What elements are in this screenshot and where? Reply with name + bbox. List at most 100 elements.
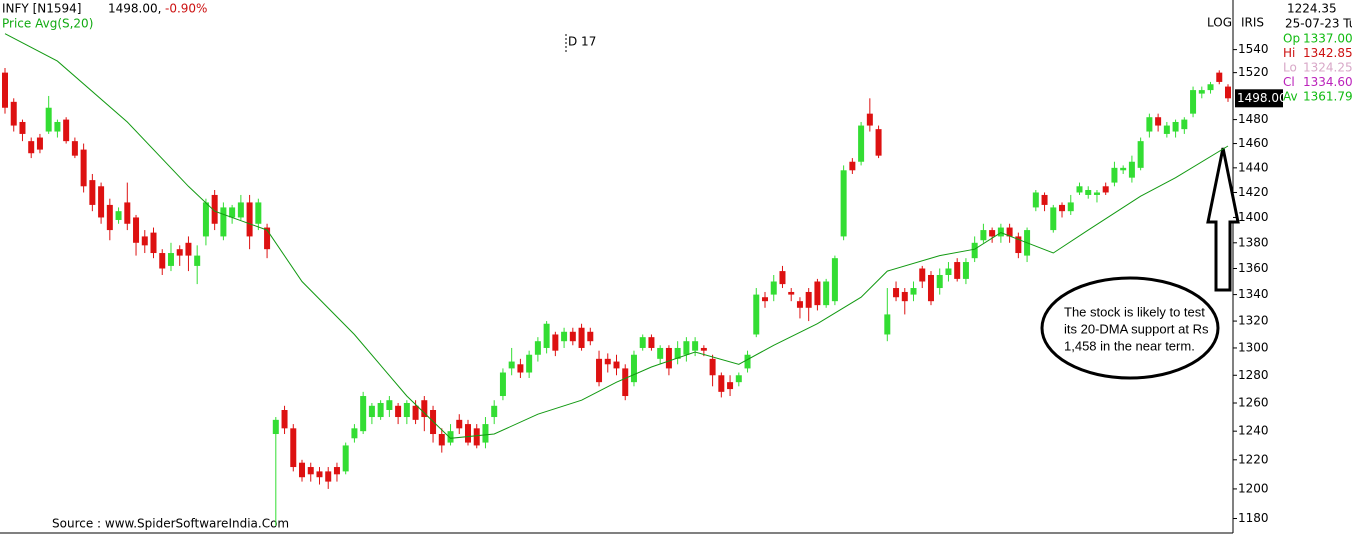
info-label: Hi — [1283, 46, 1295, 60]
candle-body — [395, 405, 402, 418]
candle-body — [1207, 84, 1214, 91]
candle-body — [28, 141, 35, 154]
candle-body — [1198, 90, 1205, 94]
candle-body — [89, 180, 96, 205]
y-tick-label: 1420 — [1238, 185, 1269, 199]
candle-body — [552, 334, 559, 351]
candle-body — [989, 230, 996, 237]
candle-body — [1172, 121, 1179, 132]
moving-average — [4, 33, 1229, 439]
candle-body — [517, 364, 524, 373]
indicator-name[interactable]: IRIS — [1241, 16, 1264, 30]
candle-body — [211, 194, 218, 224]
candle-body — [264, 227, 271, 250]
scale-mode[interactable]: LOG — [1207, 16, 1232, 30]
y-tick-label: 1280 — [1238, 368, 1269, 382]
candle-body — [692, 341, 699, 351]
annotation-line: 1,458 in the near term. — [1064, 338, 1195, 353]
candle-body — [508, 361, 515, 369]
candle-body — [1181, 119, 1188, 130]
candle-body — [482, 424, 489, 443]
y-tick-label: 1540 — [1238, 42, 1269, 56]
candle-body — [150, 232, 157, 254]
y-tick-label: 1300 — [1238, 340, 1269, 354]
candle-body — [272, 419, 279, 435]
candle-body — [1137, 141, 1144, 168]
candle-body — [106, 204, 113, 231]
candle-body — [159, 253, 166, 269]
candle-body — [665, 347, 672, 369]
candle-body — [194, 255, 201, 266]
candle-body — [2, 72, 8, 108]
candle-body — [1102, 186, 1109, 193]
y-tick-label: 1480 — [1238, 112, 1269, 126]
candle-body — [360, 396, 367, 432]
candle-body — [456, 419, 463, 429]
candle-body — [1093, 192, 1100, 195]
candle-body — [770, 281, 777, 295]
candle-body — [526, 354, 533, 373]
source: Source : www.SpiderSoftwareIndia.Com — [52, 517, 289, 531]
candle-body — [709, 358, 716, 376]
candle-body — [674, 347, 681, 359]
candle-body — [1146, 117, 1153, 132]
candle-body — [403, 402, 410, 418]
candle-body — [543, 323, 550, 348]
candle-body — [351, 428, 358, 439]
info-label: Av — [1283, 90, 1298, 104]
y-tick-label: 1260 — [1238, 395, 1269, 409]
y-tick-label: 1220 — [1238, 452, 1269, 466]
info-row-value: 1334.60 — [1303, 75, 1352, 89]
candle-body — [386, 400, 393, 410]
candle-body — [1032, 192, 1039, 208]
info-row-value: 1361.79 — [1303, 90, 1352, 104]
candle-body — [823, 281, 830, 306]
candle-body — [281, 409, 288, 429]
candle-body — [1006, 227, 1013, 237]
candle-body — [954, 262, 961, 279]
candle-body — [299, 462, 306, 478]
candle-body — [779, 271, 786, 285]
price-change: -0.90% — [165, 2, 207, 16]
candle-body — [762, 297, 769, 302]
info-row-value: 1337.00 — [1303, 32, 1352, 46]
candle-body — [753, 294, 760, 335]
candle-body — [377, 402, 384, 418]
y-tick-label: 1400 — [1238, 210, 1269, 224]
candle-body — [115, 211, 122, 220]
info-label: Cl — [1283, 75, 1295, 89]
price-tag — [1235, 89, 1283, 108]
candle-body — [1085, 189, 1092, 195]
annotation-line: The stock is likely to test — [1064, 304, 1205, 319]
y-tick-label: 1460 — [1238, 136, 1269, 150]
candle-body — [858, 125, 865, 162]
candle-body — [1076, 186, 1083, 193]
info-row-value: 1324.25 — [1303, 61, 1352, 75]
candle-body — [919, 268, 926, 282]
candle-body — [962, 262, 969, 279]
candle-body — [1225, 86, 1231, 99]
y-tick-label: 1320 — [1238, 314, 1269, 328]
candle-body — [893, 288, 900, 298]
candle-body — [246, 202, 253, 237]
candle-body — [910, 288, 917, 295]
candle-body — [613, 361, 620, 369]
candle-body — [936, 274, 943, 289]
candle-body — [255, 202, 262, 224]
candle-body — [1155, 117, 1162, 126]
candle-body — [1190, 90, 1197, 114]
candle-body — [648, 337, 655, 348]
candle-body — [796, 301, 803, 308]
candle-body — [596, 358, 603, 383]
candle-body — [438, 434, 445, 446]
candle-body — [307, 467, 314, 475]
info-value: 1224.35 — [1287, 2, 1337, 16]
candle-body — [1050, 207, 1057, 231]
candle-body — [587, 331, 594, 342]
candle-body — [464, 424, 471, 443]
candle-body — [604, 358, 611, 365]
candle-body — [997, 227, 1004, 237]
candle-body — [840, 170, 847, 237]
candle-body — [325, 471, 332, 482]
